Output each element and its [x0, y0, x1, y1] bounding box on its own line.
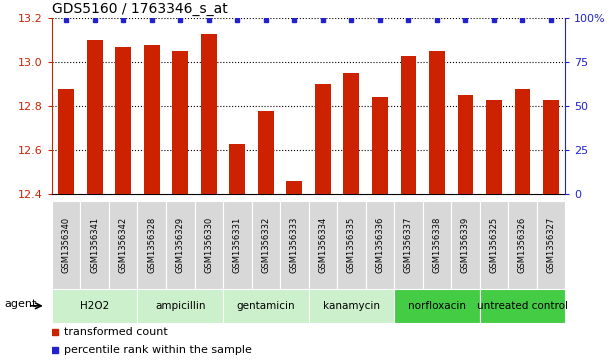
Bar — [343, 73, 359, 194]
Text: GSM1356337: GSM1356337 — [404, 217, 413, 273]
Bar — [423, 201, 451, 289]
Bar — [81, 201, 109, 289]
Bar — [172, 51, 188, 194]
Text: ampicillin: ampicillin — [155, 301, 205, 311]
Bar — [229, 144, 245, 194]
Bar — [52, 201, 81, 289]
Text: agent: agent — [4, 299, 37, 309]
Bar — [315, 84, 331, 194]
Bar — [429, 51, 445, 194]
Bar — [223, 289, 309, 323]
Text: GSM1356341: GSM1356341 — [90, 217, 99, 273]
Bar — [223, 201, 252, 289]
Bar — [201, 33, 216, 194]
Text: GSM1356326: GSM1356326 — [518, 217, 527, 273]
Bar — [508, 201, 536, 289]
Bar — [480, 201, 508, 289]
Bar — [309, 201, 337, 289]
Text: H2O2: H2O2 — [80, 301, 109, 311]
Bar — [401, 56, 416, 194]
Text: transformed count: transformed count — [64, 327, 168, 337]
Text: GSM1356336: GSM1356336 — [375, 217, 384, 273]
Text: GSM1356334: GSM1356334 — [318, 217, 327, 273]
Bar — [166, 201, 194, 289]
Bar — [194, 201, 223, 289]
Text: norfloxacin: norfloxacin — [408, 301, 466, 311]
Bar — [514, 89, 530, 194]
Text: GSM1356330: GSM1356330 — [204, 217, 213, 273]
Bar — [115, 47, 131, 194]
Text: GSM1356331: GSM1356331 — [233, 217, 242, 273]
Text: GSM1356329: GSM1356329 — [176, 217, 185, 273]
Bar — [451, 201, 480, 289]
Bar — [52, 289, 137, 323]
Text: kanamycin: kanamycin — [323, 301, 380, 311]
Text: untreated control: untreated control — [477, 301, 568, 311]
Bar — [372, 97, 388, 194]
Text: GSM1356340: GSM1356340 — [62, 217, 71, 273]
Bar — [59, 89, 74, 194]
Text: GDS5160 / 1763346_s_at: GDS5160 / 1763346_s_at — [52, 2, 228, 16]
Bar — [287, 181, 302, 194]
Bar — [309, 289, 394, 323]
Bar — [144, 45, 159, 194]
Text: percentile rank within the sample: percentile rank within the sample — [64, 345, 252, 355]
Text: GSM1356328: GSM1356328 — [147, 217, 156, 273]
Text: GSM1356325: GSM1356325 — [489, 217, 499, 273]
Text: gentamicin: gentamicin — [236, 301, 295, 311]
Bar — [252, 201, 280, 289]
Bar — [365, 201, 394, 289]
Bar — [337, 201, 365, 289]
Text: GSM1356333: GSM1356333 — [290, 217, 299, 273]
Text: GSM1356335: GSM1356335 — [347, 217, 356, 273]
Bar — [458, 95, 473, 194]
Bar — [258, 111, 274, 194]
Bar — [394, 289, 480, 323]
Text: GSM1356332: GSM1356332 — [262, 217, 270, 273]
Bar — [486, 99, 502, 194]
Bar — [87, 40, 103, 194]
Bar — [536, 201, 565, 289]
Text: GSM1356327: GSM1356327 — [546, 217, 555, 273]
Bar — [137, 289, 223, 323]
Text: GSM1356338: GSM1356338 — [433, 217, 441, 273]
Bar — [543, 99, 559, 194]
Text: GSM1356342: GSM1356342 — [119, 217, 128, 273]
Text: GSM1356339: GSM1356339 — [461, 217, 470, 273]
Bar — [280, 201, 309, 289]
Bar — [394, 201, 423, 289]
Bar — [480, 289, 565, 323]
Bar — [137, 201, 166, 289]
Bar — [109, 201, 137, 289]
